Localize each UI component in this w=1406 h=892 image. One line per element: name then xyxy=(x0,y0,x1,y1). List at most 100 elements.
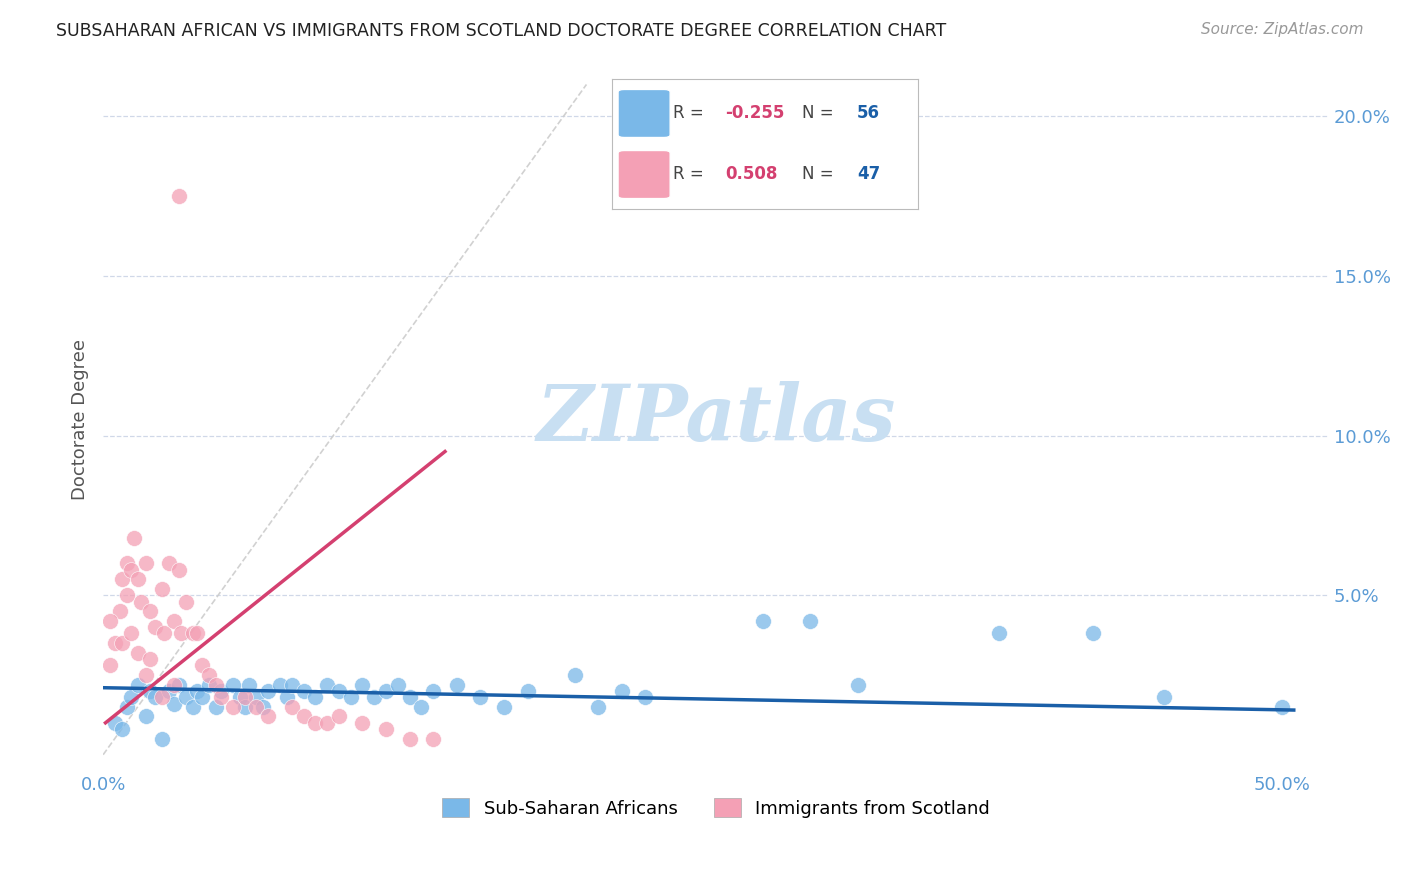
Point xyxy=(139,684,162,698)
Point xyxy=(304,715,326,730)
Point xyxy=(634,690,657,705)
Text: SUBSAHARAN AFRICAN VS IMMIGRANTS FROM SCOTLAND DOCTORATE DEGREE CORRELATION CHAR: SUBSAHARAN AFRICAN VS IMMIGRANTS FROM SC… xyxy=(56,22,946,40)
Point xyxy=(398,731,420,746)
Point xyxy=(470,690,492,705)
Point xyxy=(135,668,157,682)
Point xyxy=(198,668,221,682)
Point xyxy=(128,677,150,691)
Point xyxy=(398,690,420,705)
Point xyxy=(143,690,166,705)
Point xyxy=(422,731,444,746)
Point xyxy=(988,626,1011,640)
Point xyxy=(120,626,142,640)
Point xyxy=(191,658,214,673)
Point xyxy=(1083,626,1105,640)
Point xyxy=(245,690,267,705)
Point xyxy=(205,677,228,691)
Point xyxy=(281,677,304,691)
Point xyxy=(115,556,138,570)
Point xyxy=(122,531,145,545)
Point xyxy=(229,690,252,705)
Point xyxy=(150,731,173,746)
Point xyxy=(352,715,374,730)
Point xyxy=(328,709,350,723)
Point xyxy=(752,614,775,628)
Point xyxy=(1271,699,1294,714)
Point xyxy=(446,677,468,691)
Point xyxy=(387,677,409,691)
Point xyxy=(375,684,398,698)
Point xyxy=(120,563,142,577)
Point xyxy=(150,690,173,705)
Point xyxy=(564,668,586,682)
Point xyxy=(167,189,190,203)
Point xyxy=(846,677,869,691)
Point xyxy=(135,709,157,723)
Point xyxy=(316,677,339,691)
Point xyxy=(104,636,127,650)
Point xyxy=(238,677,260,691)
Point xyxy=(222,699,245,714)
Point xyxy=(143,620,166,634)
Point xyxy=(104,715,127,730)
Point xyxy=(108,604,131,618)
Text: ZIPatlas: ZIPatlas xyxy=(537,382,896,458)
Y-axis label: Doctorate Degree: Doctorate Degree xyxy=(72,339,89,500)
Point xyxy=(135,556,157,570)
Point xyxy=(205,699,228,714)
Point xyxy=(98,614,121,628)
Point xyxy=(98,658,121,673)
Point xyxy=(163,697,186,711)
Point xyxy=(170,626,193,640)
Point xyxy=(269,677,291,691)
Point xyxy=(316,715,339,730)
Point xyxy=(209,690,232,705)
Point xyxy=(516,684,538,698)
Point xyxy=(233,690,256,705)
Point xyxy=(128,572,150,586)
Point xyxy=(120,690,142,705)
Point xyxy=(186,626,208,640)
Point xyxy=(191,690,214,705)
Point xyxy=(167,677,190,691)
Point xyxy=(257,684,280,698)
Point xyxy=(363,690,385,705)
Point xyxy=(174,690,197,705)
Point xyxy=(328,684,350,698)
Point xyxy=(111,572,134,586)
Point xyxy=(181,699,204,714)
Legend: Sub-Saharan Africans, Immigrants from Scotland: Sub-Saharan Africans, Immigrants from Sc… xyxy=(434,791,997,825)
Point xyxy=(115,588,138,602)
Text: Source: ZipAtlas.com: Source: ZipAtlas.com xyxy=(1201,22,1364,37)
Point xyxy=(586,699,609,714)
Point xyxy=(375,722,398,736)
Point xyxy=(111,636,134,650)
Point xyxy=(139,604,162,618)
Point xyxy=(252,699,274,714)
Point xyxy=(292,709,315,723)
Point xyxy=(181,626,204,640)
Point xyxy=(163,614,186,628)
Point xyxy=(222,677,245,691)
Point xyxy=(339,690,361,705)
Point xyxy=(292,684,315,698)
Point xyxy=(245,699,267,714)
Point xyxy=(153,626,176,640)
Point xyxy=(157,684,180,698)
Point xyxy=(174,594,197,608)
Point xyxy=(128,646,150,660)
Point xyxy=(129,594,152,608)
Point xyxy=(186,684,208,698)
Point xyxy=(115,699,138,714)
Point xyxy=(304,690,326,705)
Point xyxy=(610,684,633,698)
Point xyxy=(198,677,221,691)
Point xyxy=(352,677,374,691)
Point xyxy=(281,699,304,714)
Point xyxy=(233,699,256,714)
Point xyxy=(139,652,162,666)
Point xyxy=(167,563,190,577)
Point xyxy=(799,614,821,628)
Point xyxy=(257,709,280,723)
Point xyxy=(163,677,186,691)
